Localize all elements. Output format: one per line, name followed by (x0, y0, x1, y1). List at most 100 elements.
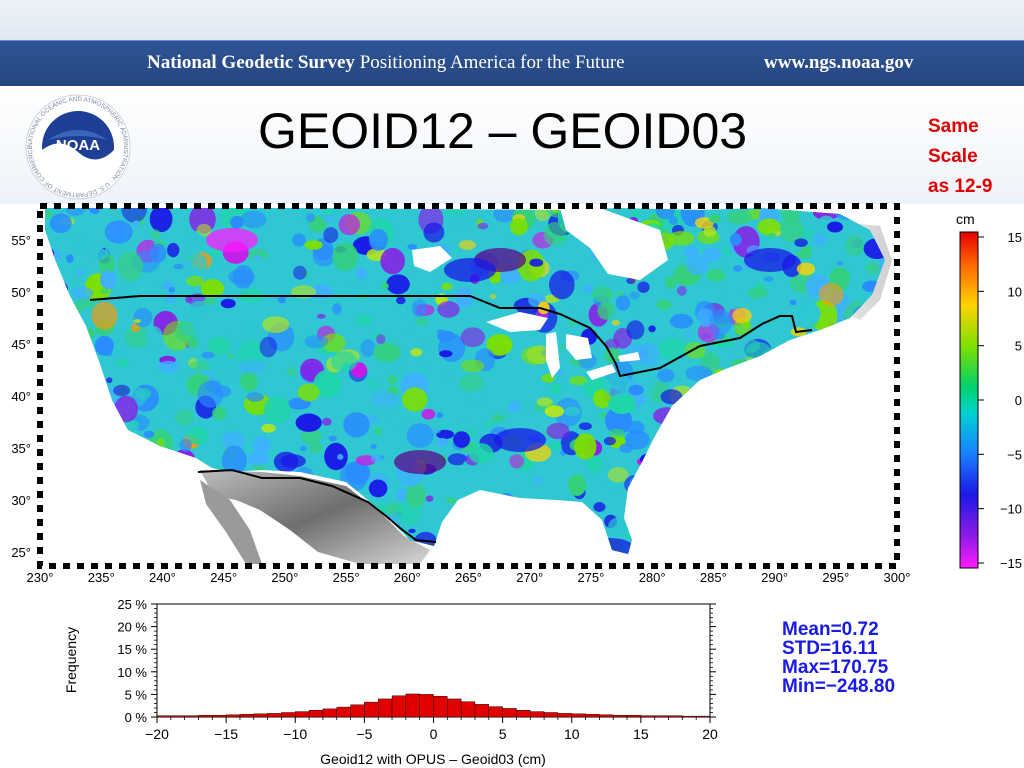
histogram-bar (530, 711, 545, 718)
histogram-bar (474, 704, 490, 718)
stat-std: STD=16.11 (782, 638, 878, 659)
histogram-x-tick-label: 5 (499, 726, 507, 742)
histogram-x-tick-label: 15 (633, 726, 649, 742)
banner-org: National Geodetic Survey Positioning Ame… (147, 52, 625, 74)
colorbar: cm 15 10 5 0 −5 −10 −15 (956, 211, 1022, 571)
histogram-y-tick-label: 25 % (117, 597, 147, 612)
colorbar-ticks: 15 10 5 0 −5 −10 −15 (978, 230, 1022, 571)
histogram-y-tick-label: 15 % (117, 642, 147, 657)
histogram-bar (516, 710, 531, 718)
colorbar-unit: cm (956, 211, 975, 227)
histogram-bar (322, 708, 337, 718)
histogram-x-tick-label: −15 (214, 726, 238, 742)
histogram-bar (613, 714, 628, 718)
histogram-y-tick-label: 0 % (125, 710, 148, 725)
histogram-bar (626, 714, 642, 718)
banner-url: www.ngs.noaa.gov (764, 52, 914, 73)
histogram-bar (295, 711, 310, 718)
histogram-bar (502, 708, 517, 718)
longitude-label: 250° (271, 570, 298, 585)
histogram-bars (156, 693, 711, 718)
longitude-label: 240° (149, 570, 176, 585)
longitude-label: 245° (210, 570, 237, 585)
latitude-label: 35° (11, 441, 31, 456)
histogram-bar (585, 714, 600, 718)
histogram-bar (557, 713, 572, 718)
lake-huron (566, 334, 592, 360)
histogram-bar (239, 714, 254, 718)
longitude-label: 270° (516, 570, 543, 585)
histogram-bar (640, 715, 655, 718)
stat-mean: Mean=0.72 (782, 619, 879, 640)
longitude-label: 230° (27, 570, 54, 585)
histogram-axes: 0 % 5 % 10 % 15 % 20 % 25 % −20 −15 −10 −5 0 5 10 15 2… (117, 597, 718, 742)
histogram-bar (433, 696, 448, 718)
histogram-bar (267, 713, 282, 718)
mexico-relief (200, 470, 430, 564)
histogram-bar (198, 714, 213, 718)
histogram-x-tick-label: 0 (430, 726, 438, 742)
histogram-xlabel: Geoid12 with OPUS – Geoid03 (cm) (320, 751, 546, 767)
histogram-bar (682, 715, 697, 718)
colorbar-tick-label: −15 (1000, 556, 1022, 571)
header-band (0, 86, 1024, 204)
lake-michigan (546, 332, 560, 378)
ngs-banner: National Geodetic Survey Positioning Ame… (0, 40, 1024, 87)
logo-noaa-text: NOAA (56, 137, 100, 154)
histogram-bar (336, 706, 351, 718)
histogram-x-tick-label: 20 (702, 726, 718, 742)
histogram-bar (571, 713, 586, 718)
histogram-bar (184, 715, 199, 718)
histogram-ylabel: Frequency (63, 627, 79, 693)
colorbar-tick-label: 15 (1008, 230, 1022, 245)
latitude-label: 25° (11, 545, 31, 560)
histogram-x-tick-label: −10 (283, 726, 307, 742)
histogram-bar (405, 693, 420, 718)
latitude-labels: 55° 50° 45° 40° 35° 30° 25° (11, 233, 31, 560)
histogram-bar (170, 715, 185, 718)
histogram-bar (447, 698, 462, 718)
histogram-bar (654, 715, 669, 718)
longitude-label: 300° (884, 570, 911, 585)
histogram-y-tick-label: 10 % (117, 665, 147, 680)
latitude-label: 40° (11, 389, 31, 404)
histogram-bar (281, 712, 296, 718)
histogram-bar (391, 695, 407, 718)
slide-title: GEOID12 – GEOID03 (258, 103, 748, 159)
colorbar-tick-label: −10 (1000, 502, 1022, 517)
histogram-bar (253, 713, 268, 718)
histogram-bar (350, 704, 365, 718)
banner-org-name: National Geodetic Survey (147, 52, 355, 73)
lake-superior (486, 312, 548, 332)
statistics-panel: Mean=0.72 STD=16.11 Max=170.75 Min=−248.… (782, 620, 895, 696)
lake-ontario (618, 352, 640, 362)
histogram-y-tick-label: 20 % (117, 620, 147, 635)
stat-min: Min=−248.80 (782, 676, 896, 697)
longitude-label: 290° (761, 570, 788, 585)
map-frame (37, 203, 900, 569)
latitude-label: 30° (11, 493, 31, 508)
baja-relief (200, 480, 262, 564)
same-scale-line: Scale (928, 146, 978, 167)
latitude-label: 55° (11, 233, 31, 248)
top-strip (0, 0, 1024, 40)
longitude-label: 280° (639, 570, 666, 585)
histogram-y-tick-label: 5 % (125, 687, 148, 702)
histogram-bar (225, 714, 241, 718)
hudson-bay (560, 208, 668, 280)
colorbar-gradient (959, 231, 979, 569)
histogram-bar (308, 710, 324, 718)
same-scale-line: Same (928, 116, 979, 137)
histogram-bar (364, 701, 379, 718)
same-scale-line: as 12-9 (928, 176, 993, 197)
longitude-label: 260° (394, 570, 421, 585)
histogram-bar (460, 701, 476, 718)
histogram-bar (212, 714, 227, 718)
colorbar-tick-label: −5 (1007, 447, 1022, 462)
histogram-bar (668, 715, 683, 718)
colorbar-tick-label: 10 (1008, 284, 1022, 299)
banner-tagline: Positioning America for the Future (359, 52, 625, 73)
histogram-bar (599, 714, 614, 718)
noaa-logo: NATIONAL OCEANIC AND ATMOSPHERIC ADMINIS… (25, 94, 131, 200)
histogram-x-tick-label: −5 (356, 726, 372, 742)
